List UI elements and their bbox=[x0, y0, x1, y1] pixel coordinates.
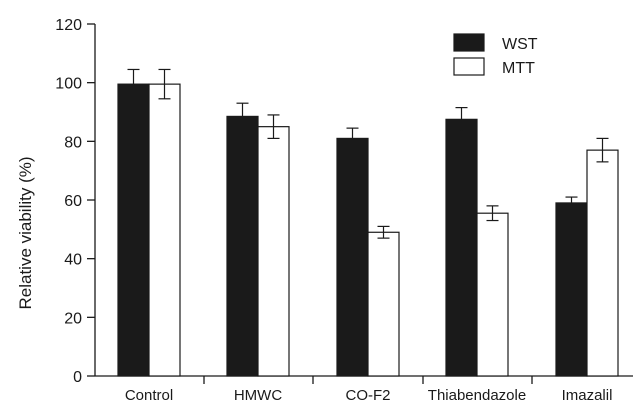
bar-mtt-2 bbox=[367, 231, 400, 377]
y-tick-label: 60 bbox=[64, 193, 82, 210]
y-tick-label: 120 bbox=[55, 17, 82, 34]
x-category-label: Thiabendazole bbox=[428, 387, 526, 404]
bar-mtt-4 bbox=[586, 149, 619, 377]
x-category-label: Control bbox=[125, 387, 173, 404]
legend-label-mtt: MTT bbox=[502, 60, 535, 77]
legend: WST MTT bbox=[453, 33, 538, 77]
y-tick-label: 40 bbox=[64, 252, 82, 269]
bar-mtt-1 bbox=[257, 126, 290, 377]
y-tick-label: 0 bbox=[73, 369, 82, 386]
plot-area: 0 20 40 60 80 100 120 Control HMWC CO-F2 Thiabenda… bbox=[55, 17, 633, 404]
y-tick-label: 20 bbox=[64, 310, 82, 327]
bar-wst-3 bbox=[445, 118, 478, 377]
x-category-label: HMWC bbox=[234, 387, 282, 404]
bar-wst-1 bbox=[226, 115, 259, 377]
bar-mtt-3 bbox=[476, 212, 509, 377]
bar-wst-4 bbox=[555, 202, 588, 377]
y-axis-title: Relative viability (%) bbox=[16, 156, 35, 309]
legend-label-wst: WST bbox=[502, 36, 538, 53]
y-tick-label: 80 bbox=[64, 134, 82, 151]
bar-mtt-0 bbox=[148, 83, 181, 377]
y-tick-label: 100 bbox=[55, 76, 82, 93]
bar-wst-2 bbox=[336, 137, 369, 377]
x-category-label: CO-F2 bbox=[346, 387, 391, 404]
legend-swatch-mtt bbox=[453, 57, 485, 76]
bar-wst-0 bbox=[117, 83, 150, 377]
x-category-label: Imazalil bbox=[562, 387, 613, 404]
legend-swatch-wst bbox=[453, 33, 485, 52]
